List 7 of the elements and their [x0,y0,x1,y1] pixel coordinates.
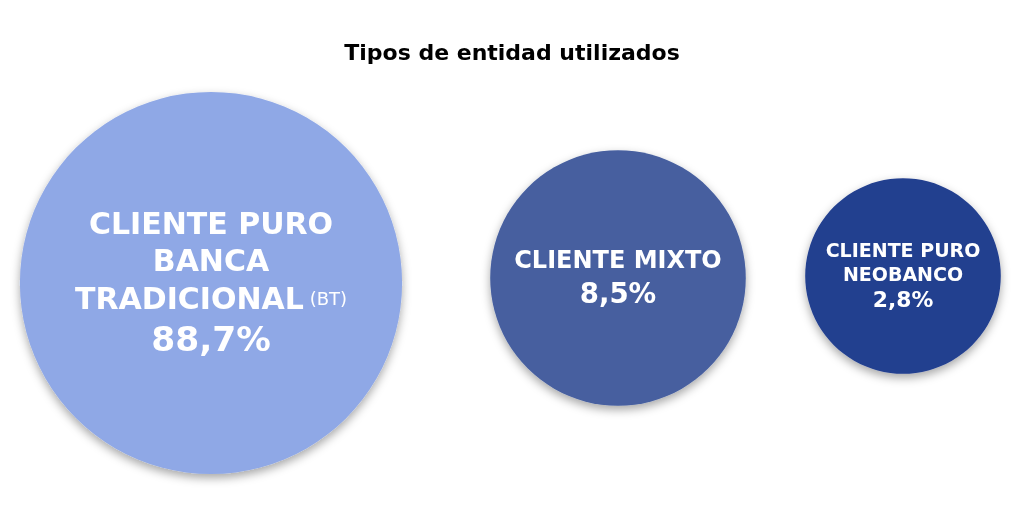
data-label: 88,7% [151,319,271,360]
data-label: 2,8% [872,287,934,313]
text: Tipos de entidad utilizados [344,39,680,65]
data-label: 8,5% [579,276,657,310]
category-label: CLIENTE PURO BANCA TRADICIONAL (BT) [74,205,348,316]
category-label: CLIENTE PURO NEOBANCO [825,238,981,285]
category-label: CLIENTE MIXTO [514,246,722,274]
